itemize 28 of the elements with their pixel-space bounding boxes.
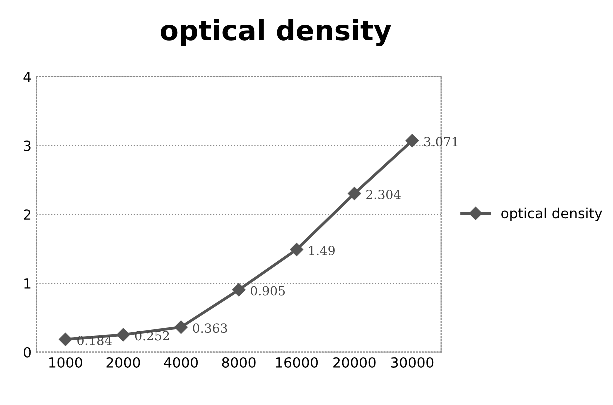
point (406, 134, 420, 148)
y-tick-label: 1 (24, 278, 31, 289)
data-label: 1.49 (310, 246, 335, 256)
y-tick-label: 0 (24, 347, 31, 358)
x-tick-label: 8000 (222, 357, 256, 368)
y-tick-label: 2 (24, 210, 31, 220)
data-label: 0.252 (135, 331, 170, 341)
point (290, 243, 304, 256)
data-label: 3.071 (424, 137, 458, 147)
x-tick-label: 1000 (50, 357, 82, 368)
legend-label: optical density (502, 208, 602, 222)
y-tick-label: 3 (24, 140, 31, 152)
x-tick-label: 4000 (164, 357, 198, 368)
x-tick-label: 16000 (276, 357, 318, 368)
data-label: 0.184 (78, 336, 112, 346)
x-tick-label: 2000 (106, 357, 140, 368)
point (116, 328, 130, 342)
point (59, 333, 72, 346)
point (174, 320, 188, 334)
chart-title: optical density (160, 19, 392, 46)
point (232, 283, 246, 297)
point (348, 187, 362, 200)
data-label: 2.304 (366, 190, 401, 200)
y-tick-label: 4 (24, 72, 32, 82)
data-label: 0.905 (251, 286, 285, 296)
x-tick-label: 30000 (391, 357, 434, 368)
x-tick-label: 20000 (334, 357, 376, 368)
data-label: 0.363 (193, 324, 228, 334)
